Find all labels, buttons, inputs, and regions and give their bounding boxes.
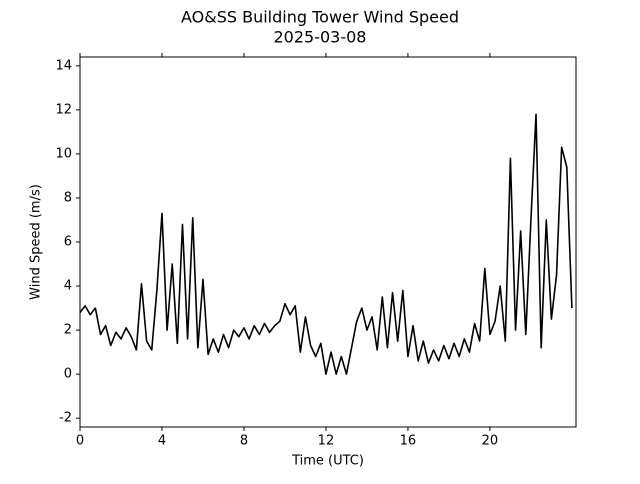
x-tick-label: 16	[400, 434, 417, 449]
y-tick-label: 4	[64, 279, 72, 294]
chart-subtitle: 2025-03-08	[274, 28, 367, 47]
plot-frame	[79, 56, 577, 428]
y-tick-label: -2	[59, 411, 72, 426]
y-tick-label: 8	[64, 190, 72, 205]
chart-title: AO&SS Building Tower Wind Speed	[181, 8, 459, 27]
data-line	[79, 113, 573, 375]
y-tick-label: 6	[64, 235, 72, 250]
x-tick-label: 8	[240, 434, 248, 449]
y-tick-label: 10	[55, 146, 72, 161]
x-tick-label: 20	[482, 434, 499, 449]
x-tick-label: 4	[158, 434, 166, 449]
x-axis-label: Time (UTC)	[291, 454, 364, 469]
x-tick-label: 0	[76, 434, 84, 449]
y-tick-label: 14	[55, 58, 72, 73]
y-tick-label: 2	[64, 323, 72, 338]
x-tick-label: 12	[318, 434, 335, 449]
y-tick-label: 12	[55, 102, 72, 117]
y-tick-label: 0	[64, 367, 72, 382]
y-axis-label: Wind Speed (m/s)	[29, 184, 44, 300]
